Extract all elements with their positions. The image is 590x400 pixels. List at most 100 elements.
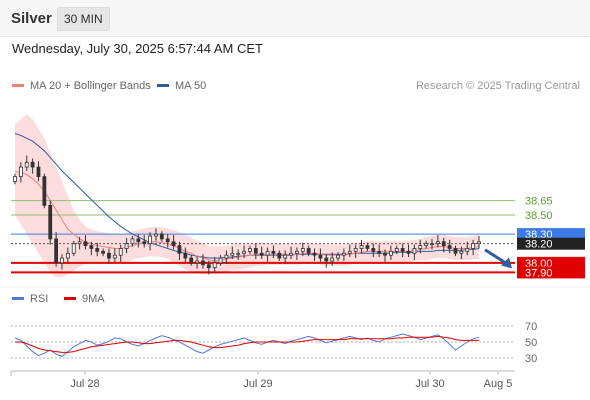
candle-body <box>48 204 53 240</box>
level-label-38.50: 38.50 <box>525 210 553 222</box>
candle-body <box>112 254 117 259</box>
legend-9ma-label: 9MA <box>82 293 105 305</box>
legend-ma50-swatch <box>157 83 169 87</box>
candle-body <box>430 243 434 246</box>
candle-body <box>206 264 211 269</box>
candle-body <box>359 245 364 249</box>
rsi-tick-30: 30 <box>525 353 537 365</box>
candle-body <box>271 250 276 254</box>
legend-rsi-label: RSI <box>30 293 49 305</box>
legend-rsi: RSI <box>12 293 48 305</box>
instrument-title: Silver <box>11 10 52 27</box>
candle-body <box>60 257 64 264</box>
x-tick-label-jul-30: Jul 30 <box>415 378 444 390</box>
candle-body <box>459 250 464 254</box>
candle-body <box>353 248 358 252</box>
candle-body <box>136 238 141 243</box>
level-label-38.20: 38.20 <box>525 239 553 251</box>
candle-body <box>471 243 476 249</box>
candle-body <box>453 248 458 254</box>
legend-9ma-swatch <box>64 296 76 300</box>
candle-body <box>253 248 258 254</box>
rsi-tick-50: 50 <box>525 337 537 349</box>
candle-body <box>477 241 481 245</box>
x-tick-label-jul-28: Jul 28 <box>70 378 99 390</box>
candle-body <box>465 248 470 252</box>
candle-body <box>365 245 370 249</box>
candle-body <box>300 248 305 252</box>
forecast-arrow-shaft <box>484 248 509 266</box>
x-tick-label-aug-5: Aug 5 <box>484 378 513 390</box>
candle-body <box>201 260 205 266</box>
candle-body <box>383 252 387 256</box>
legend-ma50-label: MA 50 <box>175 80 207 92</box>
legend-ma20: MA 20 + Bollinger Bands <box>12 80 151 92</box>
level-label-37.90: 37.90 <box>525 267 553 279</box>
legend-9ma: 9MA <box>64 293 105 305</box>
candle-body <box>130 238 135 245</box>
candle-body <box>259 252 264 256</box>
credit-text: Research © 2025 Trading Central <box>415 80 580 92</box>
candle-body <box>371 248 376 252</box>
level-tag-37.90 <box>517 266 585 279</box>
candle-body <box>394 248 399 252</box>
candle-body <box>177 245 182 254</box>
candle-body <box>218 257 223 264</box>
candle-body <box>183 252 188 259</box>
candle-body <box>312 252 317 256</box>
candle-body <box>388 250 393 256</box>
candle-body <box>412 248 417 254</box>
candle-body <box>18 166 23 178</box>
candle-body <box>377 250 382 254</box>
candle-body <box>283 254 288 259</box>
level-label-38.65: 38.65 <box>525 196 553 208</box>
candle-body <box>83 241 88 246</box>
candle-body <box>277 252 282 259</box>
timeframe-button[interactable]: 30 MIN <box>57 7 110 31</box>
candle-body <box>295 250 299 254</box>
candle-body <box>224 254 229 259</box>
candle-body <box>30 161 35 168</box>
candle-body <box>107 252 111 259</box>
candle-body <box>95 248 100 252</box>
candle-body <box>165 238 170 243</box>
candle-body <box>42 176 47 206</box>
candle-body <box>248 248 252 252</box>
candle-body <box>406 250 411 254</box>
candle-body <box>347 250 352 254</box>
legend-ma20-swatch <box>12 83 24 87</box>
candle-body <box>171 241 176 246</box>
candle-body <box>101 250 106 254</box>
candle-body <box>435 241 440 245</box>
candle-body <box>289 252 293 256</box>
candle-body <box>154 233 158 237</box>
arrow-down-right-icon <box>501 257 512 269</box>
candle-body <box>447 245 452 249</box>
candle-body <box>65 252 70 259</box>
candle-body <box>400 248 405 252</box>
level-tag-38.20 <box>517 237 585 250</box>
candle-body <box>330 257 335 262</box>
candle-body <box>89 245 94 249</box>
candle-body <box>441 241 446 246</box>
candle-body <box>13 176 17 182</box>
candle-body <box>212 262 217 269</box>
bollinger-band-area <box>15 114 479 278</box>
candle-body <box>148 235 152 245</box>
candle-body <box>77 241 82 245</box>
candle-body <box>318 254 323 259</box>
candle-body <box>342 252 346 256</box>
candle-body <box>124 243 129 249</box>
candle-body <box>71 243 76 254</box>
candle-body <box>265 250 270 256</box>
candle-body <box>142 241 147 245</box>
candle-body <box>230 252 235 256</box>
legend-rsi-swatch <box>12 296 24 300</box>
legend-ma50: MA 50 <box>157 80 206 92</box>
candle-body <box>424 243 429 246</box>
rsi-ma-line <box>15 335 479 353</box>
level-tag-38.30 <box>517 228 585 241</box>
candle-body <box>242 250 246 254</box>
candle-body <box>54 238 59 264</box>
